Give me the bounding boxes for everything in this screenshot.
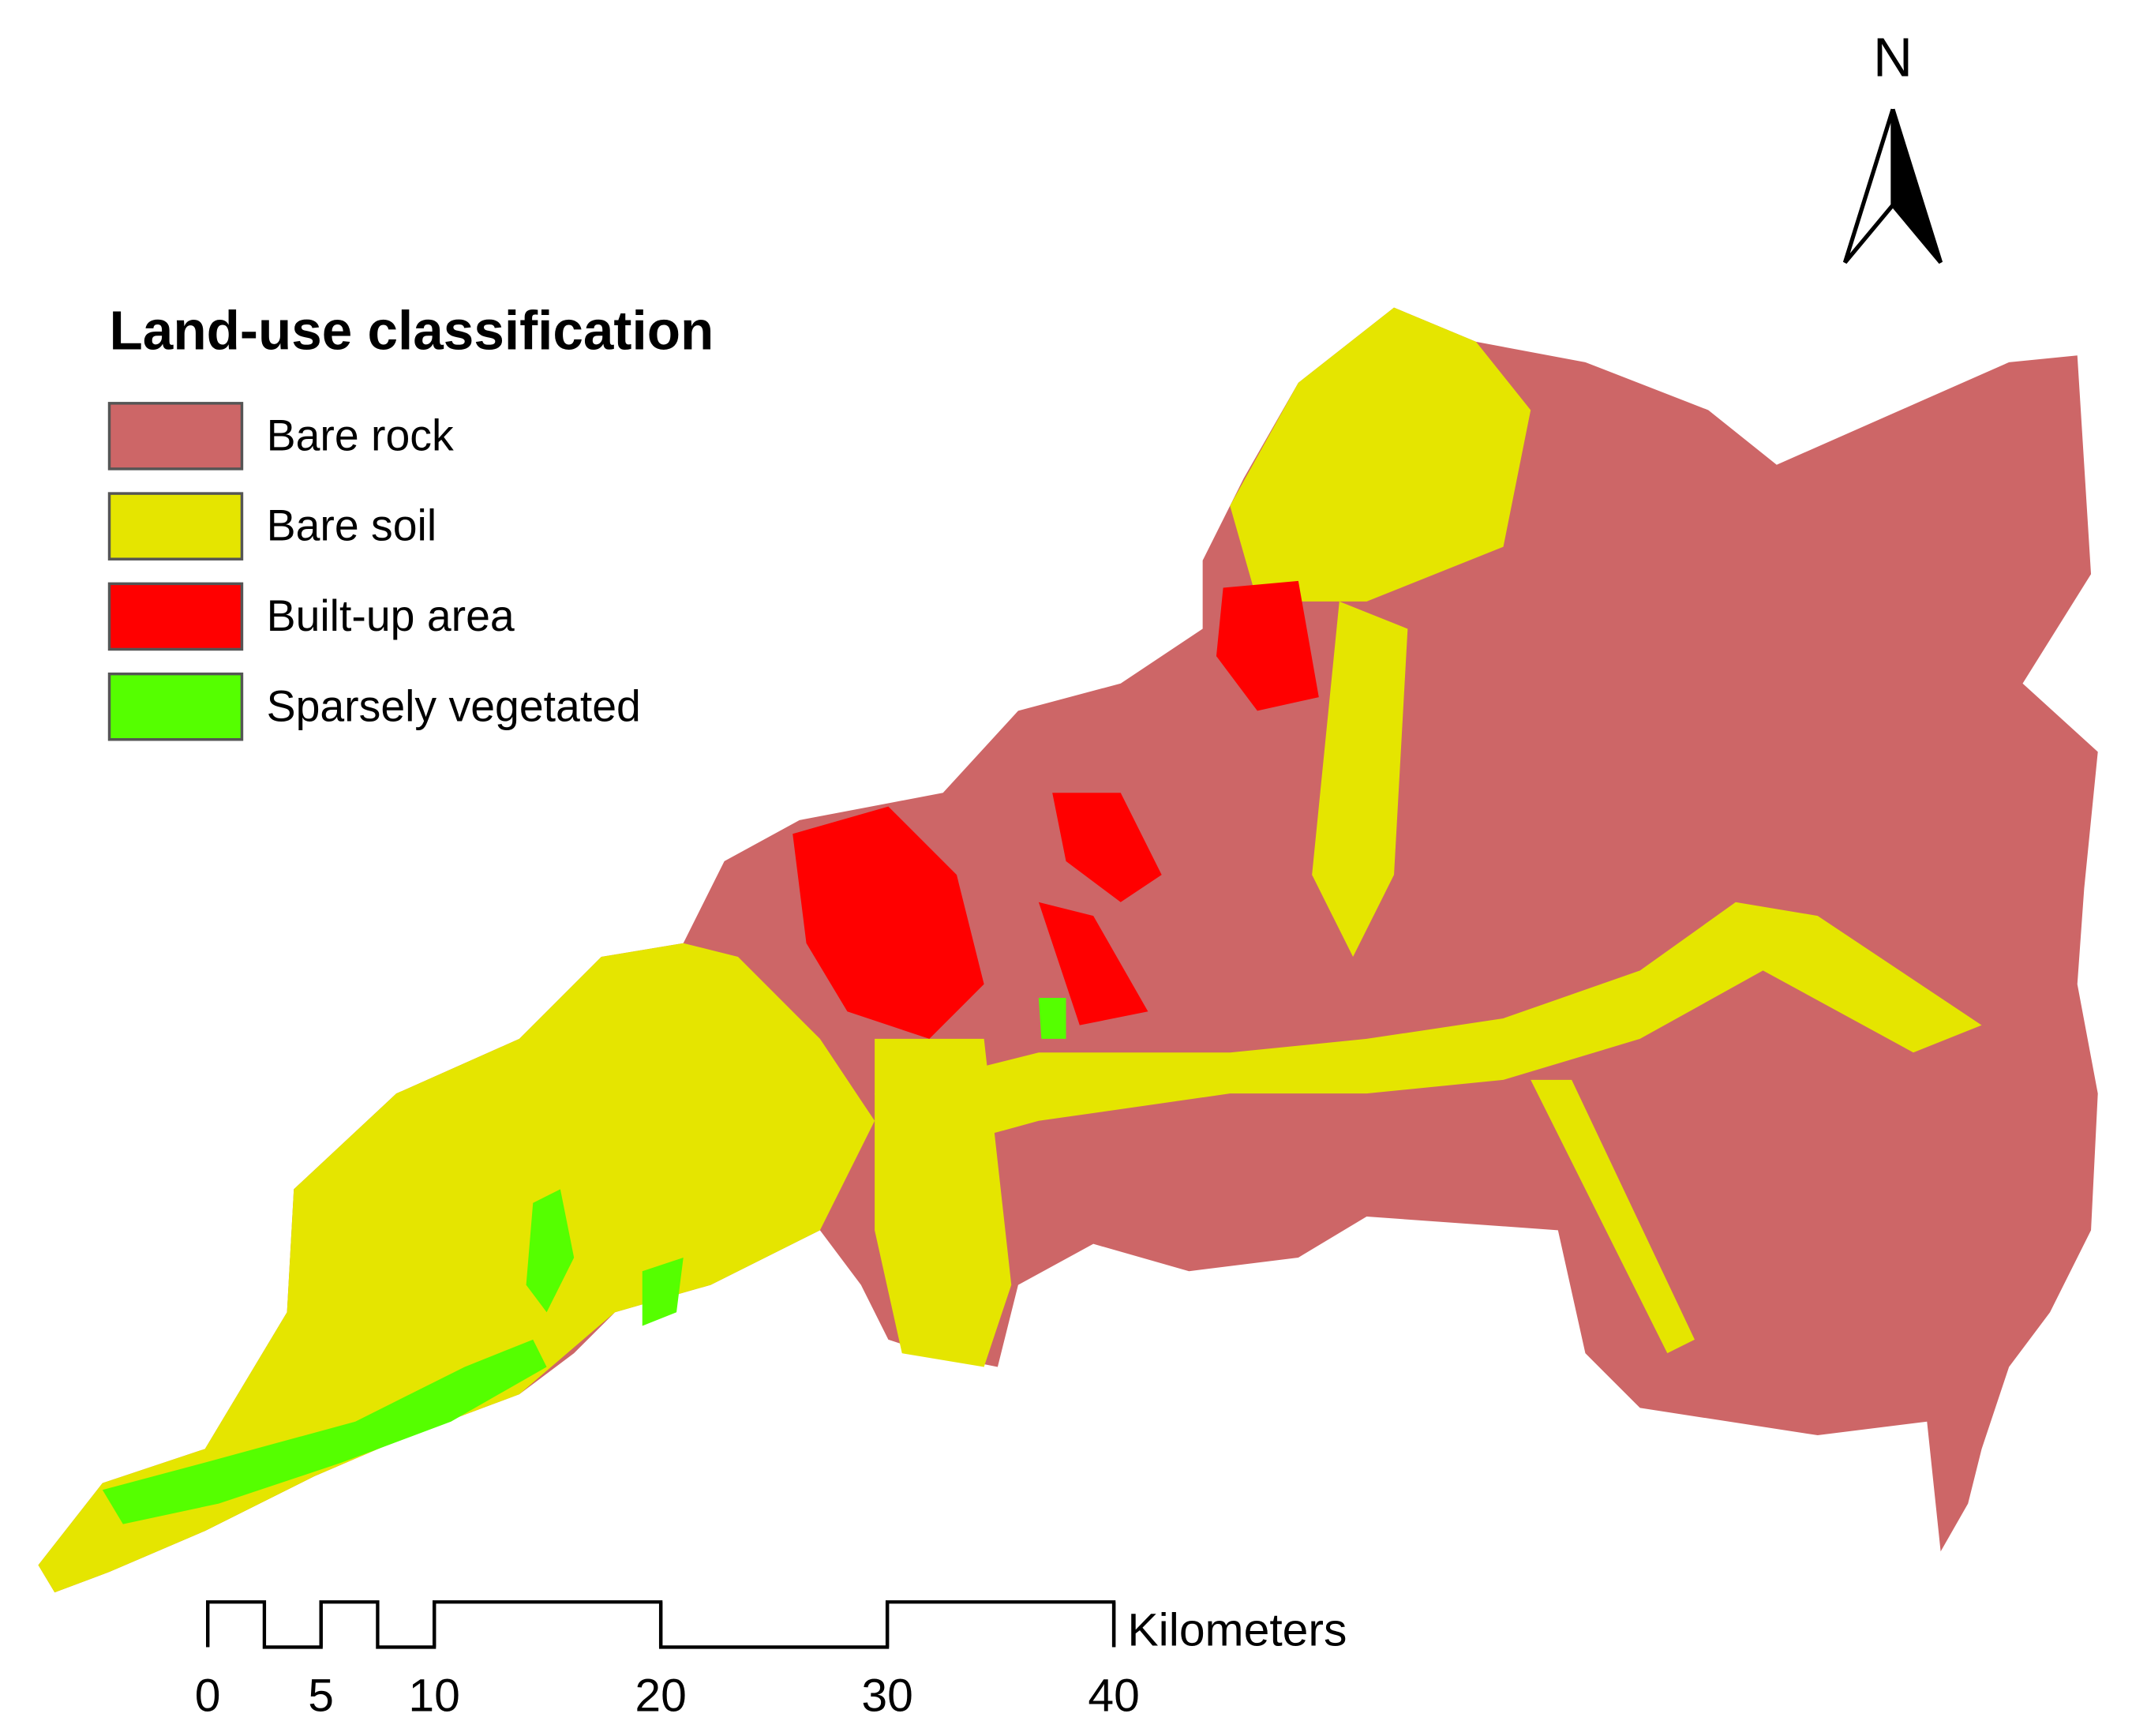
built-up-west — [792, 806, 984, 1039]
legend-title: Land-use classification — [110, 300, 714, 362]
legend-label: Built-up area — [267, 591, 515, 640]
vegetated-patch — [1038, 997, 1066, 1039]
legend-swatch — [107, 582, 244, 651]
scale-tick-label: 5 — [308, 1670, 334, 1722]
scale-unit: Kilometers — [1127, 1605, 1347, 1656]
bare-soil-valley — [1312, 601, 1408, 958]
built-up-patch — [1038, 902, 1148, 1025]
built-up-north — [1216, 580, 1319, 711]
scale-tick-label: 40 — [1088, 1670, 1139, 1722]
bare-soil-southwest — [38, 943, 875, 1593]
legend-swatch — [107, 402, 244, 471]
north-arrow-right — [1890, 108, 1943, 264]
legend-label: Bare rock — [267, 411, 454, 459]
scale-bar: 0 5 10 20 30 40 — [195, 1600, 1140, 1722]
scale-tick-label: 0 — [195, 1670, 221, 1722]
scale-tick-label: 10 — [408, 1670, 459, 1722]
map-area — [38, 307, 2098, 1593]
bare-soil-strip — [875, 1038, 1012, 1367]
north-label: N — [1873, 26, 1913, 88]
legend-swatch — [107, 672, 244, 741]
north-arrow-left — [1842, 108, 1895, 264]
scale-tick-label: 20 — [635, 1670, 686, 1722]
scale-tick-label: 30 — [861, 1670, 912, 1722]
bare-soil-north — [1230, 307, 1531, 602]
legend-swatch — [107, 492, 244, 561]
legend-label: Sparsely vegetated — [267, 681, 641, 730]
bare-soil-corridor — [875, 902, 1982, 1162]
built-up-center — [1052, 793, 1162, 902]
legend: Bare rock Bare soil Built-up area Sparsely … — [107, 402, 641, 741]
vegetated-patch — [642, 1257, 684, 1326]
bare-soil-southeast — [1531, 1079, 1695, 1354]
vegetated-southwest — [102, 1339, 547, 1524]
legend-label: Bare soil — [267, 501, 437, 550]
